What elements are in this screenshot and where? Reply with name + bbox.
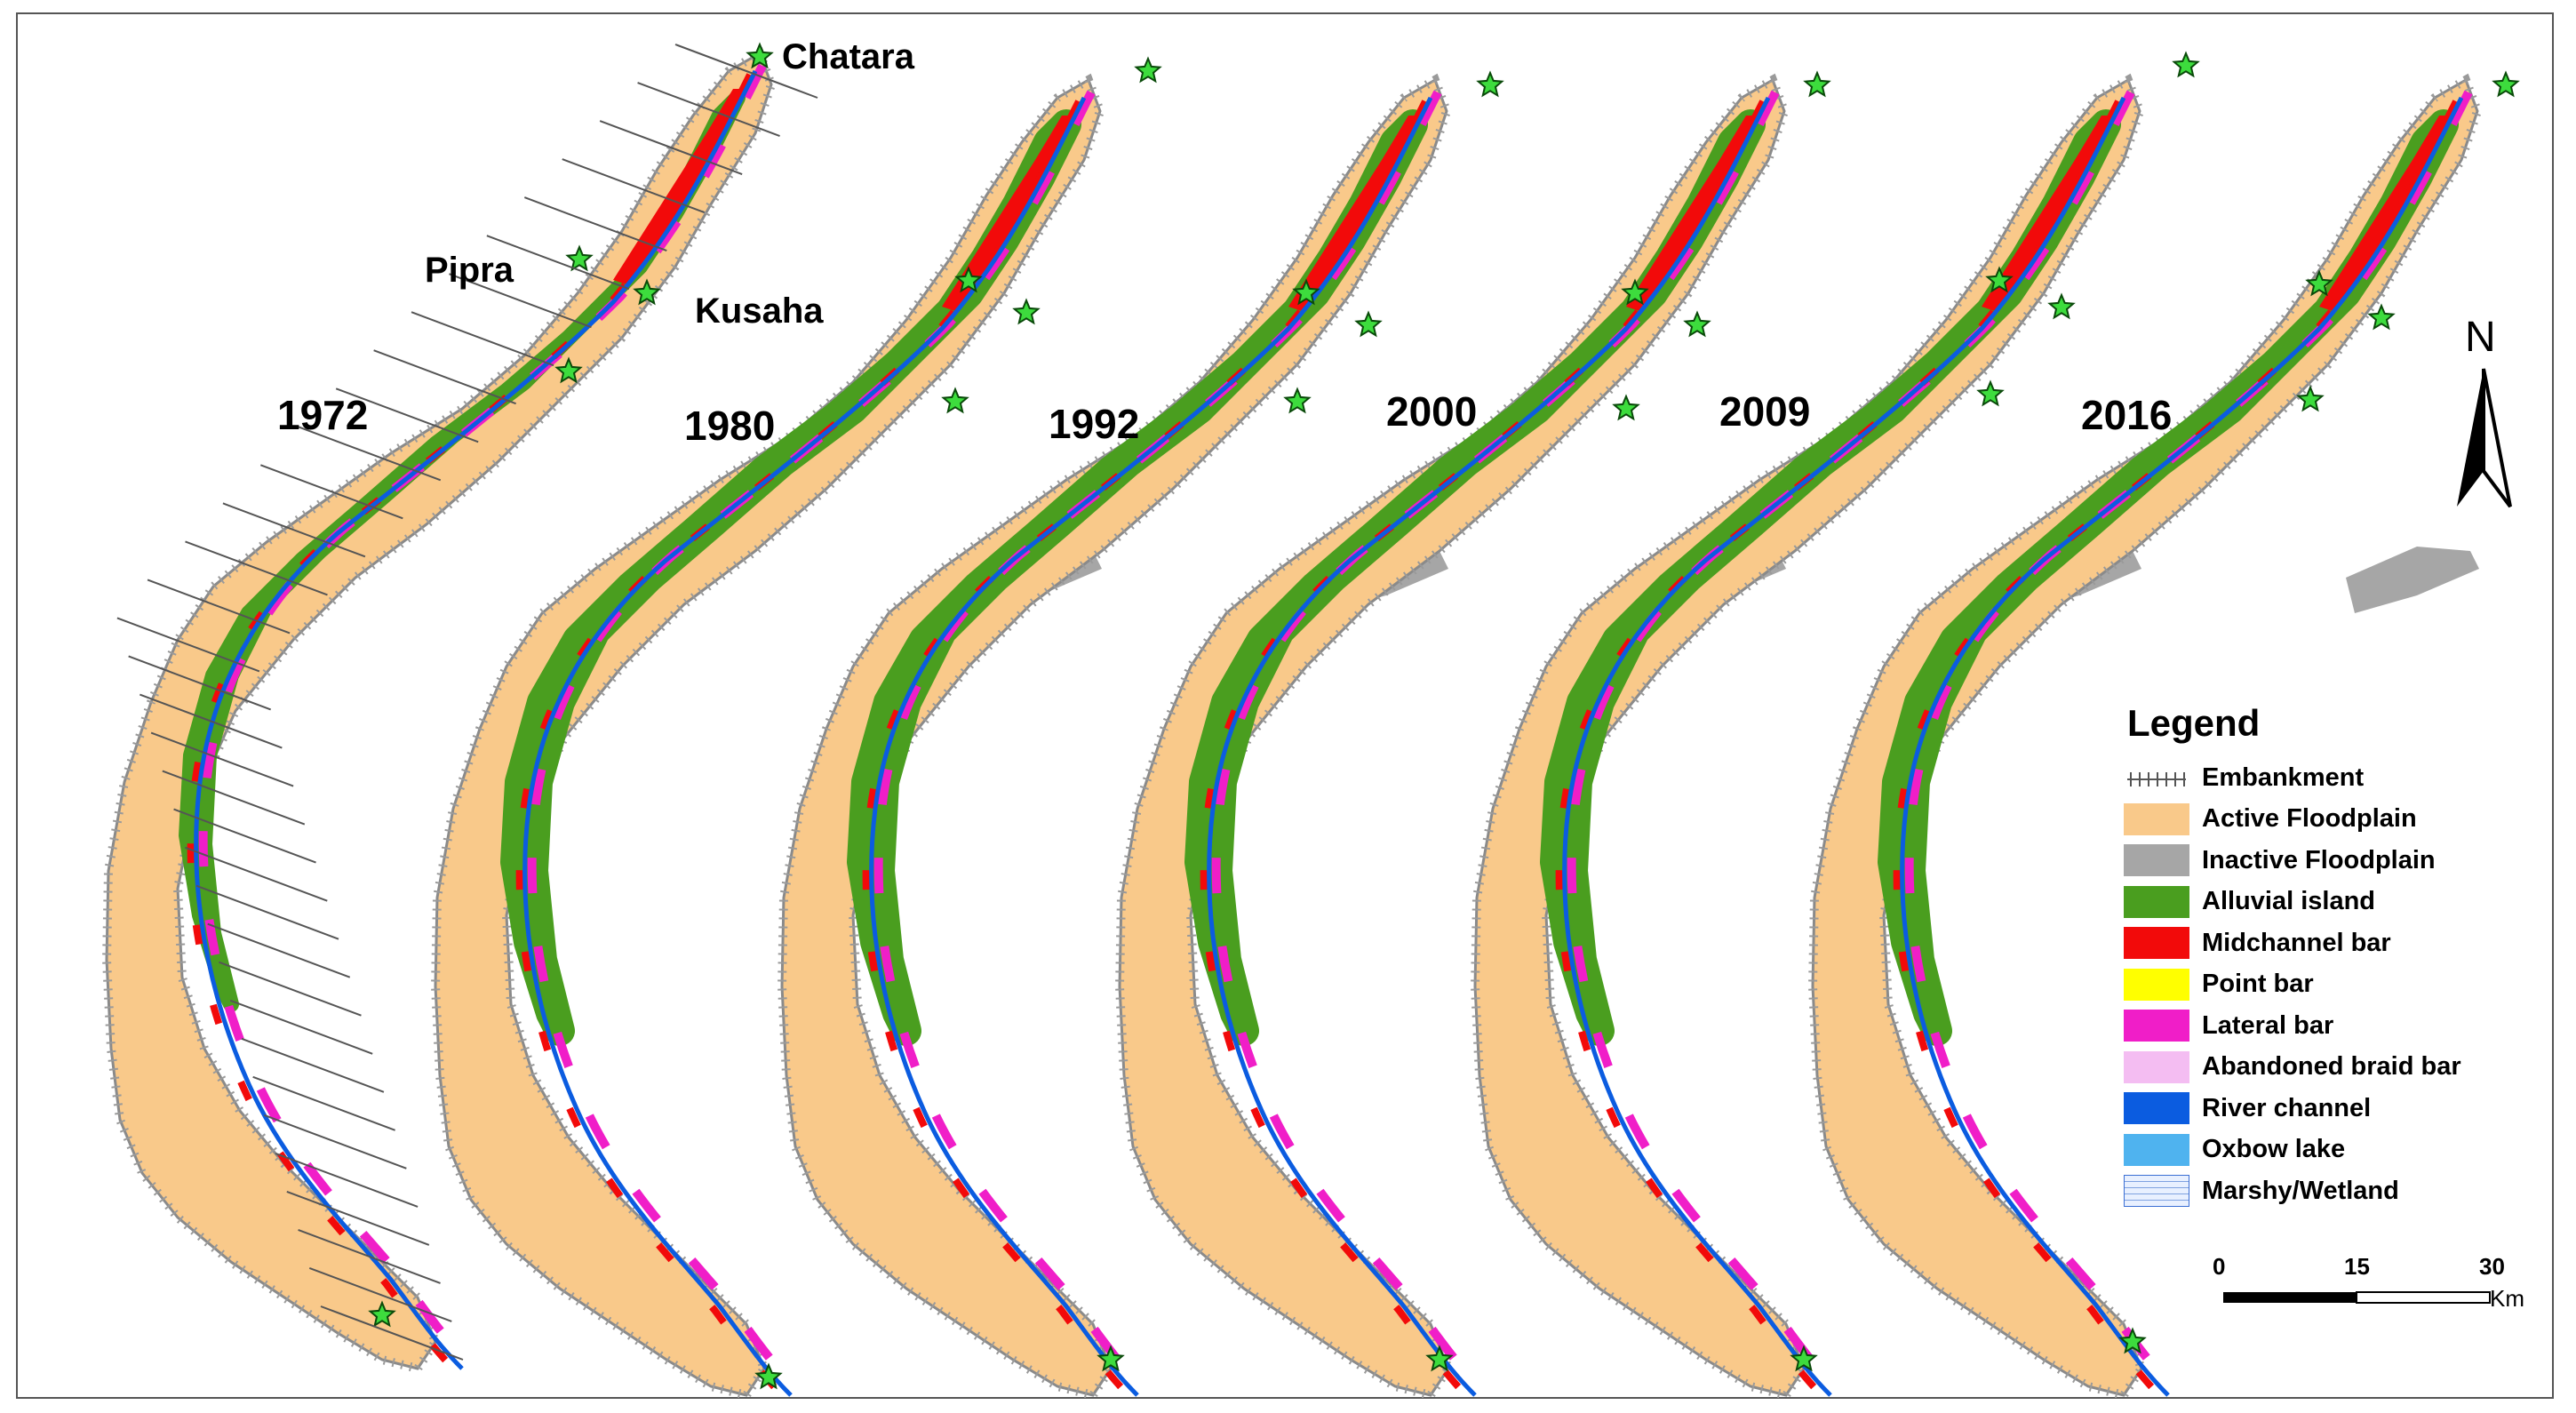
inactive-floodplain-area — [2346, 547, 2479, 613]
station-star-icon — [1683, 310, 1711, 338]
legend-item: Active Floodplain — [2124, 799, 2541, 841]
scale-tick-15: 15 — [2344, 1253, 2370, 1280]
map-panel-1980 — [435, 56, 1162, 1399]
legend-label: Lateral bar — [2202, 1010, 2334, 1040]
station-star-icon — [1012, 298, 1041, 325]
station-star-icon — [1976, 379, 2005, 407]
year-label-2016: 2016 — [2081, 392, 2173, 438]
legend-swatch — [2124, 802, 2189, 835]
station-star-icon — [1283, 387, 1312, 414]
station-star-icon — [2047, 292, 2076, 320]
legend-label: Point bar — [2202, 970, 2314, 999]
station-star-icon — [565, 244, 594, 272]
legend-items: Embankment Active Floodplain Inactive Floo… — [2124, 757, 2541, 1212]
map-panel-2016 — [1813, 70, 2520, 1399]
legend-swatch — [2124, 1010, 2189, 1042]
scale-tick-30: 30 — [2479, 1253, 2505, 1280]
station-star-icon — [1134, 56, 1162, 84]
year-label-1972: 1972 — [277, 392, 369, 438]
place-label-chatara: Chatara — [782, 37, 914, 76]
legend-item: Oxbow lake — [2124, 1130, 2541, 1171]
transect-lines — [116, 44, 818, 1361]
station-star-icon — [1476, 70, 1504, 98]
north-arrow-letter: N — [2465, 314, 2496, 361]
station-star-icon — [1354, 310, 1383, 338]
year-label-2000: 2000 — [1386, 388, 1478, 435]
legend-swatch — [2124, 1050, 2189, 1083]
legend-swatch — [2124, 844, 2189, 877]
legend: Legend Embankment Active Floodplain Inacti… — [2124, 702, 2541, 1212]
station-star-icon — [941, 387, 969, 414]
year-label-1992: 1992 — [1049, 401, 1140, 447]
scale-bar: 0 15 30 Km — [2213, 1253, 2524, 1333]
station-star-icon — [1803, 70, 1831, 98]
station-star-icon — [2118, 1327, 2147, 1354]
station-star-icon — [746, 42, 774, 69]
legend-label: Midchannel bar — [2202, 928, 2391, 957]
legend-item: Abandoned braid bar — [2124, 1047, 2541, 1089]
legend-swatch — [2124, 885, 2189, 918]
place-label-pipra: Pipra — [425, 251, 514, 290]
legend-label: Abandoned braid bar — [2202, 1052, 2461, 1082]
legend-item: River channel — [2124, 1088, 2541, 1130]
legend-label: Inactive Floodplain — [2202, 845, 2436, 874]
embankment-swatch-icon — [2124, 762, 2189, 794]
legend-item: Midchannel bar — [2124, 922, 2541, 964]
station-star-icon — [1292, 278, 1320, 306]
legend-swatch — [2124, 927, 2189, 960]
legend-label: Embankment — [2202, 762, 2365, 792]
year-label-1980: 1980 — [684, 403, 776, 449]
legend-item: Lateral bar — [2124, 1005, 2541, 1047]
legend-item: Embankment — [2124, 757, 2541, 799]
map-panel-1972 — [107, 42, 774, 1372]
legend-item: Point bar — [2124, 964, 2541, 1006]
legend-label: River channel — [2202, 1093, 2372, 1122]
station-star-icon — [1621, 278, 1649, 306]
legend-label: Oxbow lake — [2202, 1135, 2346, 1164]
station-star-icon — [1097, 1345, 1125, 1372]
map-frame — [16, 12, 2554, 1399]
legend-swatch — [2124, 1092, 2189, 1125]
scale-unit: Km — [2490, 1285, 2524, 1312]
wetland-swatch-icon — [2124, 1175, 2189, 1208]
legend-item: Marshy/Wetland — [2124, 1170, 2541, 1212]
legend-item: Alluvial island — [2124, 882, 2541, 923]
station-star-icon — [633, 278, 661, 306]
map-panel-2009 — [1475, 51, 2200, 1399]
station-star-icon — [2296, 385, 2325, 412]
station-star-icon — [1790, 1345, 1818, 1372]
map-panel-1992 — [782, 70, 1504, 1399]
legend-label: Active Floodplain — [2202, 804, 2417, 834]
station-star-icon — [2367, 303, 2396, 331]
year-label-2009: 2009 — [1719, 388, 1811, 435]
station-star-icon — [554, 356, 583, 384]
map-panel-2000 — [1120, 70, 1831, 1399]
legend-label: Marshy/Wetland — [2202, 1176, 2399, 1205]
legend-label: Alluvial island — [2202, 887, 2375, 916]
place-label-kusaha: Kusaha — [695, 291, 824, 331]
scale-bar-graphic — [2223, 1291, 2491, 1304]
station-star-icon — [1985, 266, 2014, 293]
legend-title: Legend — [2127, 702, 2261, 744]
station-star-icon — [1425, 1345, 1454, 1372]
station-star-icon — [1612, 394, 1640, 421]
station-star-icon — [368, 1300, 396, 1328]
station-star-icon — [954, 266, 983, 293]
station-star-icon — [2305, 269, 2333, 297]
legend-swatch — [2124, 1133, 2189, 1166]
north-arrow-icon — [2457, 368, 2512, 508]
legend-item: Inactive Floodplain — [2124, 840, 2541, 882]
legend-swatch — [2124, 968, 2189, 1001]
station-star-icon — [2492, 70, 2520, 98]
scale-tick-0: 0 — [2213, 1253, 2226, 1280]
station-star-icon — [2172, 51, 2200, 78]
station-star-icon — [754, 1362, 783, 1390]
